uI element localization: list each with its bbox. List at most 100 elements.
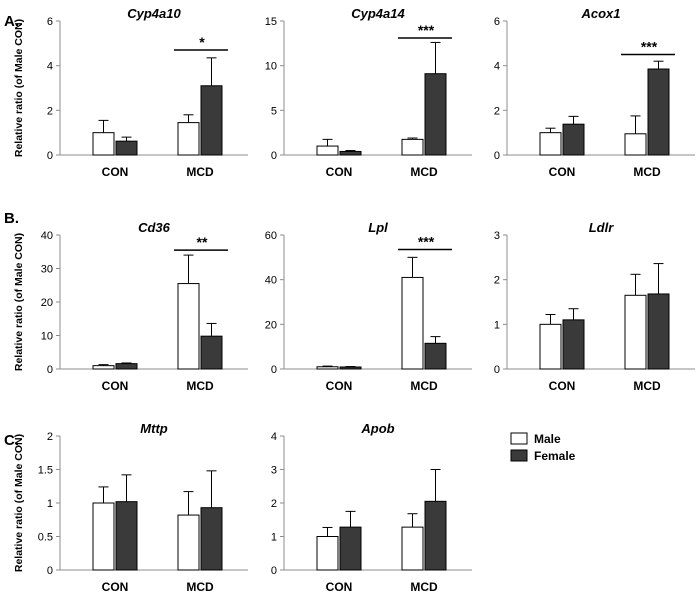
cyp4a10-female-mcd-bar [200, 85, 223, 156]
ldlr-tick-label: 2 [494, 275, 500, 287]
lpl-significance-label: *** [418, 234, 435, 250]
cyp4a14-significance-label: *** [418, 22, 435, 38]
cd36-tick-label: 10 [41, 331, 53, 343]
acox1-male-con-bar [539, 132, 562, 156]
cyp4a10-significance-label: * [199, 34, 205, 50]
lpl-male-mcd-bar [401, 276, 424, 370]
apob-tick-label: 4 [271, 431, 277, 443]
mttp-male-mcd-bar [177, 514, 200, 571]
lpl-tick-label: 20 [265, 319, 277, 331]
acox1-female-mcd-bar [647, 68, 670, 156]
ldlr-category-label: CON [549, 379, 576, 393]
cyp4a10-tick-label: 4 [47, 61, 53, 73]
panel-label-b: B. [4, 210, 19, 227]
lpl-tick-label: 60 [265, 230, 277, 242]
lpl-category-label: MCD [410, 379, 438, 393]
cd36-female-mcd-bar [200, 335, 223, 370]
cd36-title: Cd36 [138, 220, 171, 235]
apob-tick-label: 1 [271, 532, 277, 544]
apob-tick-label: 0 [271, 565, 277, 577]
cd36-tick-label: 30 [41, 264, 53, 276]
cd36-tick-label: 20 [41, 297, 53, 309]
chart-ldlr: 0 1 2 3 Ldlr CON MCD [494, 220, 695, 393]
apob-female-mcd-bar [424, 500, 447, 571]
chart-acox1: 0 2 4 6 Acox1 CON MCD *** [494, 6, 695, 179]
apob-male-con-bar [316, 536, 339, 571]
mttp-female-con-bar [115, 501, 138, 571]
ldlr-male-mcd-bar [624, 294, 647, 370]
cd36-male-con-bar [92, 365, 115, 370]
cyp4a10-male-con-bar [92, 132, 115, 156]
cd36-category-label: MCD [186, 379, 214, 393]
lpl-title: Lpl [368, 220, 388, 235]
acox1-category-label: MCD [633, 165, 661, 179]
cyp4a10-female-con-bar [115, 140, 138, 156]
mttp-male-con-bar [92, 502, 115, 571]
apob-tick-label: 3 [271, 465, 277, 477]
cyp4a14-tick-label: 0 [271, 150, 277, 162]
ldlr-male-con-bar [539, 323, 562, 370]
cd36-significance-label: ** [197, 234, 208, 250]
legend-female-swatch [510, 449, 528, 462]
legend-male-label: Male [534, 432, 561, 446]
chart-cyp4a14: 0 5 10 15 Cyp4a14 CON MCD *** [265, 6, 472, 179]
lpl-tick-label: 40 [265, 275, 277, 287]
ldlr-female-mcd-bar [647, 293, 670, 370]
acox1-tick-label: 2 [494, 105, 500, 117]
ldlr-female-con-bar [562, 319, 585, 370]
charts: 0 2 4 6 Cyp4a10 Relative ratio (of Male CON) C… [13, 6, 695, 594]
cyp4a10-ylabel: Relative ratio (of Male CON) [13, 19, 25, 157]
cd36-tick-label: 0 [47, 364, 53, 376]
cyp4a10-male-mcd-bar [177, 122, 200, 156]
lpl-female-con-bar [339, 366, 362, 370]
ldlr-tick-label: 1 [494, 319, 500, 331]
panel-label-c: C. [4, 432, 19, 449]
acox1-male-mcd-bar [624, 133, 647, 156]
chart-lpl: 0 20 40 60 Lpl CON MCD *** [265, 220, 472, 393]
cyp4a14-tick-label: 5 [271, 105, 277, 117]
cyp4a10-tick-label: 0 [47, 150, 53, 162]
mttp-category-label: MCD [186, 580, 214, 594]
cyp4a14-male-con-bar [316, 145, 339, 156]
apob-title: Apob [360, 421, 394, 436]
acox1-title: Acox1 [580, 6, 620, 21]
chart-mttp: 0 0.5 1 1.5 2 Mttp Relative ratio (of Male CON… [13, 421, 248, 594]
cyp4a10-category-label: MCD [186, 165, 214, 179]
ldlr-title: Ldlr [589, 220, 614, 235]
legend-male-swatch [510, 432, 528, 445]
cyp4a14-category-label: CON [326, 165, 353, 179]
cd36-male-mcd-bar [177, 283, 200, 370]
apob-category-label: CON [326, 580, 353, 594]
chart-cd36: 0 10 20 30 40 Cd36 Relative ratio (of Male CON… [13, 220, 248, 393]
mttp-female-mcd-bar [200, 507, 223, 571]
acox1-female-con-bar [562, 123, 585, 156]
mttp-category-label: CON [102, 580, 129, 594]
mttp-tick-label: 0 [47, 565, 53, 577]
acox1-significance-label: *** [641, 39, 658, 55]
chart-apob: 0 1 2 3 4 Apob CON MCD [271, 421, 472, 594]
mttp-tick-label: 2 [47, 431, 53, 443]
cd36-ylabel: Relative ratio (of Male CON) [13, 233, 25, 371]
acox1-category-label: CON [549, 165, 576, 179]
mttp-ylabel: Relative ratio (of Male CON) [13, 434, 25, 572]
cyp4a14-tick-label: 15 [265, 16, 277, 28]
ldlr-tick-label: 0 [494, 364, 500, 376]
mttp-title: Mttp [140, 421, 167, 436]
cyp4a14-female-mcd-bar [424, 73, 447, 156]
cyp4a14-title: Cyp4a14 [351, 6, 405, 21]
cyp4a10-title: Cyp4a10 [127, 6, 181, 21]
cyp4a14-category-label: MCD [410, 165, 438, 179]
cyp4a14-male-mcd-bar [401, 138, 424, 156]
apob-tick-label: 2 [271, 498, 277, 510]
cyp4a14-tick-label: 10 [265, 61, 277, 73]
apob-male-mcd-bar [401, 526, 424, 571]
apob-category-label: MCD [410, 580, 438, 594]
mttp-tick-label: 0.5 [38, 532, 53, 544]
ldlr-tick-label: 3 [494, 230, 500, 242]
acox1-tick-label: 6 [494, 16, 500, 28]
ldlr-category-label: MCD [633, 379, 661, 393]
lpl-female-mcd-bar [424, 342, 447, 370]
acox1-tick-label: 4 [494, 61, 500, 73]
mttp-tick-label: 1 [47, 498, 53, 510]
